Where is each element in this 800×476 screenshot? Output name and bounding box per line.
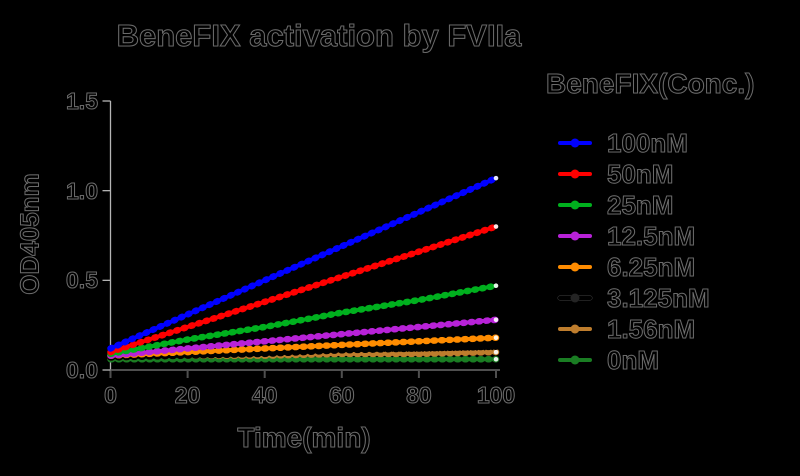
legend-marker-dot: [570, 169, 580, 179]
line-end-cap: [493, 283, 499, 289]
legend-line-swatch: [558, 293, 592, 303]
line-end-cap: [493, 335, 499, 341]
series-markers-50nM: [107, 223, 500, 356]
legend-item-100nM: 100nM: [558, 127, 689, 158]
x-tick-label: 100: [476, 382, 516, 409]
y-tick-label: 1.0: [66, 177, 99, 204]
legend-marker-dot: [570, 262, 580, 272]
legend-line-swatch: [558, 231, 592, 241]
legend-item-label: 6.25nM: [606, 251, 696, 282]
x-axis-label: Time(min): [237, 422, 371, 454]
legend-item-6.25nM: 6.25nM: [558, 251, 696, 282]
legend-item-0nM: 0nM: [558, 344, 660, 375]
legend-item-label: 1.56nM: [606, 313, 696, 344]
legend-item-label: 25nM: [606, 189, 674, 220]
legend-marker-dot: [570, 200, 580, 210]
legend-line-swatch: [558, 355, 592, 365]
x-tick-label: 40: [251, 382, 278, 409]
line-end-cap: [493, 224, 499, 229]
y-tick-label: 0.0: [66, 357, 99, 384]
y-tick-label: 1.5: [66, 88, 99, 115]
legend-item-label: 100nM: [607, 127, 689, 158]
series-markers-12.5nM: [107, 316, 500, 359]
legend-line-swatch: [558, 169, 592, 179]
legend-item-label: 50nM: [606, 158, 674, 189]
legend-marker-dot: [570, 355, 580, 365]
x-tick-label: 80: [406, 382, 433, 409]
legend-marker-dot: [570, 293, 580, 303]
legend-item-label: 12.5nM: [606, 220, 696, 251]
legend-item-label: 0nM: [607, 344, 660, 375]
legend-marker-dot: [570, 231, 580, 241]
chart-title: BeneFIX activation by FVIIa: [116, 18, 522, 54]
series-markers-3.125nM: [107, 343, 500, 361]
line-end-cap: [493, 356, 499, 362]
line-end-cap: [493, 349, 499, 355]
x-tick-label: 20: [174, 382, 201, 409]
series-markers-25nM: [107, 282, 500, 358]
legend-item-50nM: 50nM: [558, 158, 674, 189]
legend-title: BeneFIX(Conc.): [545, 68, 755, 100]
legend-line-swatch: [558, 262, 592, 272]
x-tick-label: 60: [329, 382, 356, 409]
legend-marker-dot: [570, 138, 580, 148]
legend-line-swatch: [558, 324, 592, 334]
x-tick-label: 0: [104, 382, 118, 409]
line-end-cap: [493, 317, 499, 323]
legend-item-3.125nM: 3.125nM: [558, 282, 711, 313]
legend-item-25nM: 25nM: [558, 189, 674, 220]
legend-item-label: 3.125nM: [607, 282, 711, 313]
legend-marker-dot: [570, 324, 580, 334]
y-tick-label: 0.5: [66, 267, 99, 294]
legend-item-1.56nM: 1.56nM: [558, 313, 696, 344]
line-end-cap: [493, 175, 499, 181]
series-markers-100nM: [107, 174, 500, 352]
legend-line-swatch: [558, 138, 592, 148]
legend-line-swatch: [558, 200, 592, 210]
legend-item-12.5nM: 12.5nM: [558, 220, 696, 251]
